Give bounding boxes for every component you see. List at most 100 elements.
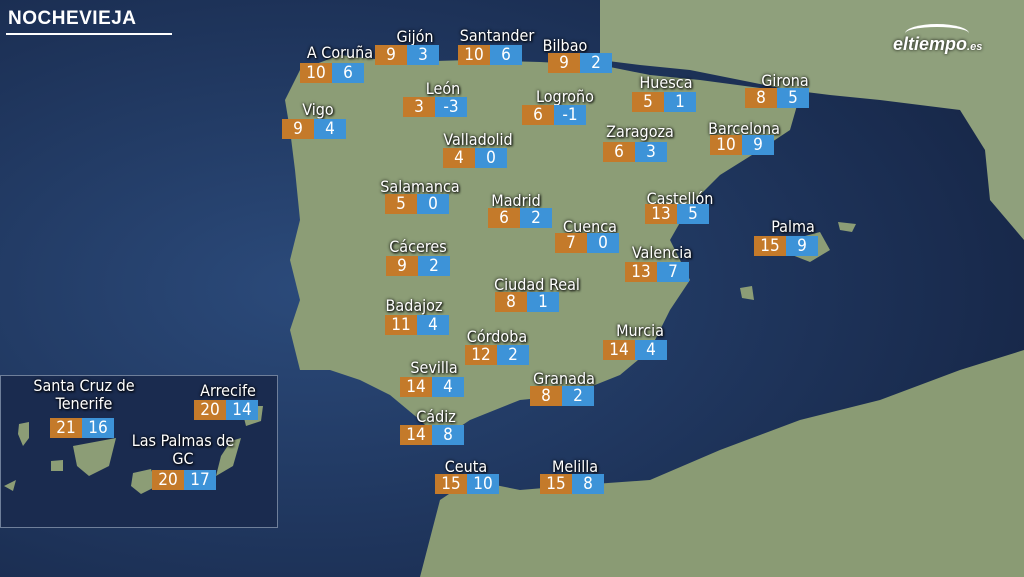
logo-arc — [905, 24, 969, 43]
city-name: Santa Cruz de Tenerife — [33, 376, 135, 413]
city-name: Madrid — [491, 191, 541, 210]
min-temperature: 2 — [580, 53, 612, 73]
max-temperature: 6 — [488, 208, 520, 228]
min-temperature: 4 — [314, 119, 346, 139]
temperature-boxes: 14 4 — [400, 377, 464, 397]
city-name: Murcia — [616, 321, 664, 340]
city-name: Gijón — [396, 27, 434, 46]
min-temperature: 8 — [572, 474, 604, 494]
africa-land — [420, 350, 1024, 577]
city-name: Cáceres — [389, 237, 447, 256]
max-temperature: 4 — [443, 148, 475, 168]
min-temperature: 1 — [664, 92, 696, 112]
temperature-boxes: 13 5 — [645, 204, 709, 224]
max-temperature: 5 — [632, 92, 664, 112]
temperature-boxes: 10 6 — [458, 45, 522, 65]
min-temperature: 4 — [417, 315, 449, 335]
max-temperature: 8 — [530, 386, 562, 406]
min-temperature: 2 — [562, 386, 594, 406]
city-name: Vigo — [302, 100, 334, 119]
max-temperature: 10 — [458, 45, 490, 65]
max-temperature: 7 — [555, 233, 587, 253]
max-temperature: 12 — [465, 345, 497, 365]
city-name: A Coruña — [306, 43, 374, 62]
temperature-boxes: 15 8 — [540, 474, 604, 494]
max-temperature: 9 — [548, 53, 580, 73]
temperature-boxes: 15 9 — [754, 236, 818, 256]
max-temperature: 11 — [385, 315, 417, 335]
temperature-boxes: 14 8 — [400, 425, 464, 445]
min-temperature: 2 — [418, 256, 450, 276]
temperature-boxes: 21 16 — [50, 418, 114, 438]
logo-suffix: .es — [967, 41, 983, 53]
city-name: Córdoba — [466, 327, 528, 346]
temperature-boxes: 15 10 — [435, 474, 499, 494]
min-temperature: 6 — [490, 45, 522, 65]
min-temperature: 5 — [677, 204, 709, 224]
temperature-boxes: 20 14 — [194, 400, 258, 420]
max-temperature: 20 — [194, 400, 226, 420]
min-temperature: 7 — [657, 262, 689, 282]
iberia-land — [285, 55, 800, 440]
max-temperature: 10 — [300, 63, 332, 83]
max-temperature: 9 — [375, 45, 407, 65]
max-temperature: 13 — [645, 204, 677, 224]
city-name: Bilbao — [542, 36, 588, 55]
max-temperature: 8 — [495, 292, 527, 312]
max-temperature: 14 — [603, 340, 635, 360]
city-name: Ciudad Real — [494, 275, 580, 294]
city-name: Valencia — [631, 243, 693, 262]
temperature-boxes: 14 4 — [603, 340, 667, 360]
ibiza — [740, 286, 754, 300]
temperature-boxes: 6 -1 — [522, 105, 586, 125]
min-temperature: -3 — [435, 97, 467, 117]
temperature-boxes: 12 2 — [465, 345, 529, 365]
france-land — [600, 0, 1024, 240]
min-temperature: 0 — [417, 194, 449, 214]
city-name: León — [425, 79, 461, 98]
city-name: Las Palmas de GC — [131, 431, 235, 468]
min-temperature: -1 — [554, 105, 586, 125]
city-name: Huesca — [639, 73, 693, 92]
city-name: Palma — [771, 217, 815, 236]
min-temperature: 4 — [635, 340, 667, 360]
temperature-boxes: 10 9 — [710, 135, 774, 155]
temperature-boxes: 13 7 — [625, 262, 689, 282]
max-temperature: 15 — [754, 236, 786, 256]
city-name: Badajoz — [385, 296, 443, 315]
city-name: Ceuta — [444, 457, 488, 476]
max-temperature: 21 — [50, 418, 82, 438]
max-temperature: 3 — [403, 97, 435, 117]
city-name: Granada — [533, 369, 595, 388]
min-temperature: 0 — [475, 148, 507, 168]
max-temperature: 9 — [386, 256, 418, 276]
min-temperature: 5 — [777, 88, 809, 108]
menorca — [838, 222, 856, 232]
max-temperature: 8 — [745, 88, 777, 108]
city-name: Castellón — [646, 189, 714, 208]
min-temperature: 0 — [587, 233, 619, 253]
city-name: Barcelona — [708, 119, 780, 138]
city-name: Cuenca — [563, 217, 617, 236]
max-temperature: 15 — [435, 474, 467, 494]
max-temperature: 10 — [710, 135, 742, 155]
city-name: Girona — [761, 71, 809, 90]
max-temperature: 6 — [603, 142, 635, 162]
max-temperature: 14 — [400, 377, 432, 397]
city-name: Logroño — [536, 87, 594, 106]
max-temperature: 13 — [625, 262, 657, 282]
min-temperature: 6 — [332, 63, 364, 83]
city-name: Valladolid — [443, 130, 513, 149]
max-temperature: 6 — [522, 105, 554, 125]
city-name: Cádiz — [416, 407, 456, 426]
